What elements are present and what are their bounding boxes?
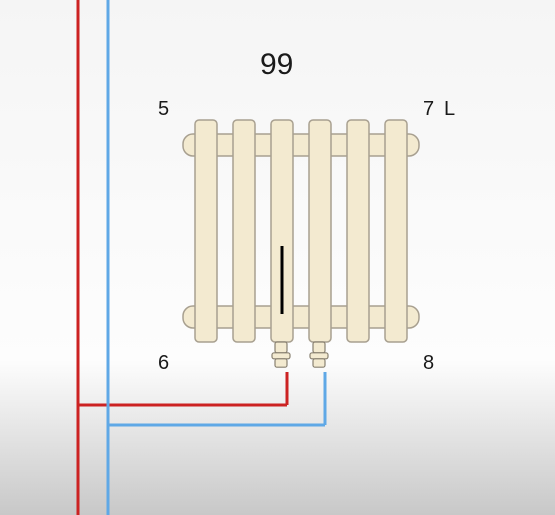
radiator-top-header	[183, 134, 419, 156]
radiator-column	[195, 120, 217, 342]
valve-return	[310, 342, 328, 367]
radiator-column	[309, 120, 331, 342]
radiator-bottom-header	[183, 306, 419, 328]
radiator-column	[347, 120, 369, 342]
radiator-diagram	[0, 0, 555, 515]
valve-supply	[272, 342, 290, 367]
radiator-column	[233, 120, 255, 342]
radiator	[183, 120, 419, 342]
radiator-column	[385, 120, 407, 342]
